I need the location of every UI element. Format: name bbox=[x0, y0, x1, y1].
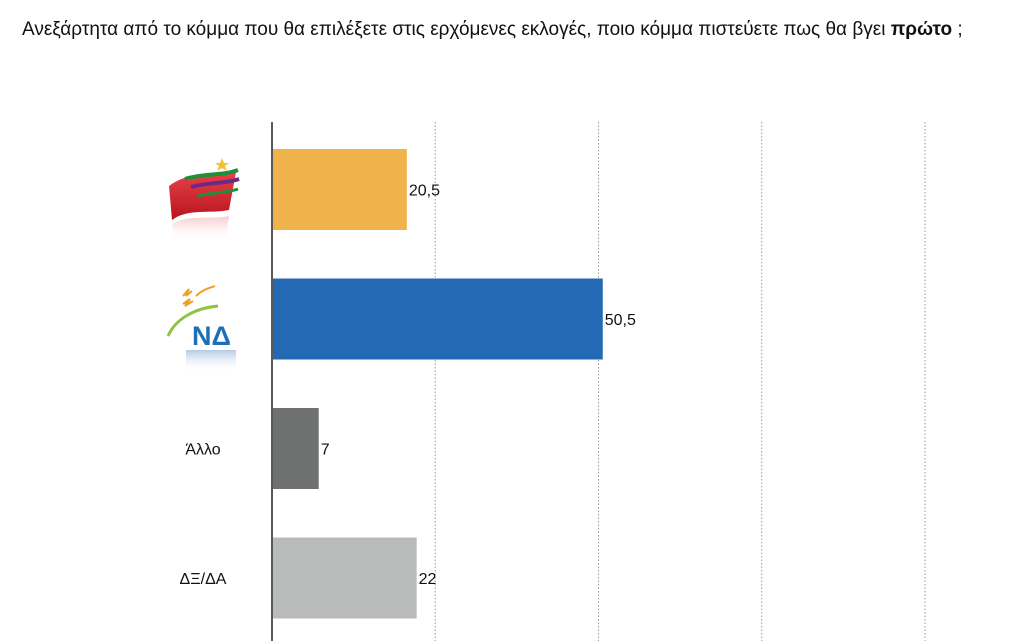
question-text-end: ; bbox=[952, 19, 963, 40]
question-text: Ανεξάρτητα από το κόμμα που θα επιλέξετε… bbox=[22, 17, 992, 42]
syriza-logo-icon bbox=[169, 158, 240, 242]
nd-logo-text: ΝΔ bbox=[192, 321, 231, 351]
bar-2 bbox=[273, 278, 603, 360]
bar-1 bbox=[273, 149, 407, 230]
labels: 20,5 50,5 7 Άλλο 22 ΔΞ/ΔΑ bbox=[180, 183, 636, 589]
grid-lines bbox=[434, 122, 926, 641]
value-label: 7 bbox=[321, 442, 330, 459]
bars bbox=[273, 149, 603, 619]
value-label: 20,5 bbox=[409, 183, 440, 200]
value-label: 22 bbox=[419, 571, 437, 588]
bar-4 bbox=[273, 537, 417, 619]
bar-3 bbox=[273, 408, 319, 489]
question-text-main: Ανεξάρτητα από το κόμμα που θα επιλέξετε… bbox=[22, 19, 891, 40]
category-label: Άλλο bbox=[185, 442, 220, 459]
nd-logo-icon: ΝΔ bbox=[166, 285, 236, 372]
question-text-bold: πρώτο bbox=[890, 19, 953, 40]
value-label: 50,5 bbox=[605, 312, 636, 329]
category-label: ΔΞ/ΔΑ bbox=[180, 571, 227, 588]
